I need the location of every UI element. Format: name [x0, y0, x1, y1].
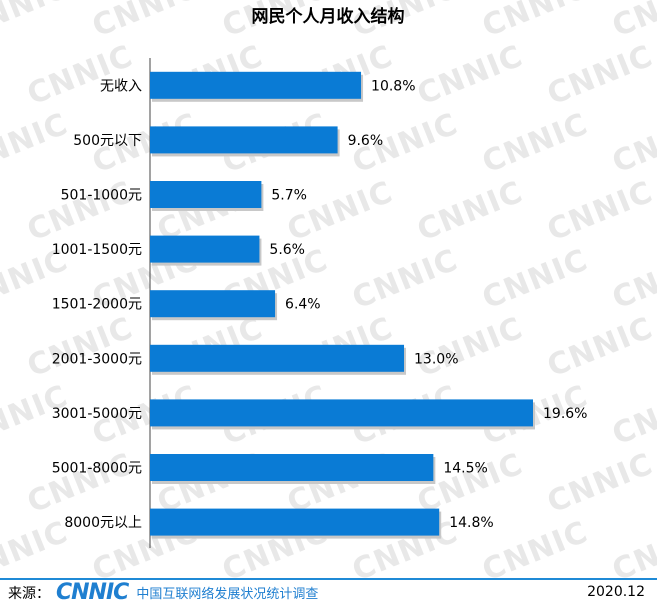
data-label: 14.5% [443, 461, 487, 477]
source-organization: 中国互联网络发展状况统计调查 [136, 587, 319, 602]
bar [150, 454, 434, 481]
data-label: 9.6% [348, 133, 384, 149]
bar [150, 71, 362, 99]
category-tick-label: 2001-3000元 [52, 351, 142, 367]
category-tick-label: 500元以下 [73, 133, 142, 149]
category-tick-label: 3001-5000元 [52, 406, 142, 422]
data-label: 5.6% [269, 242, 305, 258]
source-label: 来源： [8, 585, 50, 602]
category-tick-label: 501-1000元 [61, 188, 142, 204]
category-tick-label: 5001-8000元 [52, 461, 142, 477]
category-tick-label: 8000元以上 [64, 515, 142, 531]
bar [150, 399, 533, 427]
data-label: 10.8% [371, 78, 415, 94]
bar [150, 508, 440, 536]
category-tick-label: 无收入 [100, 78, 142, 94]
bar [150, 235, 260, 263]
bar-chart: 网民个人月收入结构 无收入 10.8% 500元以下 9.6% 501-1000元 5.7… [52, 6, 587, 548]
category-tick-label: 1001-1500元 [52, 242, 142, 258]
data-label: 6.4% [285, 297, 321, 313]
bar [150, 126, 338, 154]
category-tick-label: 1501-2000元 [52, 297, 142, 313]
bar [150, 181, 262, 208]
chart-title: 网民个人月收入结构 [252, 6, 405, 27]
data-label: 5.7% [271, 188, 307, 204]
data-label: 13.0% [414, 351, 458, 367]
report-date: 2020.12 [587, 584, 645, 600]
bar [150, 344, 405, 372]
footer: 来源： CNNIC 中国互联网络发展状况统计调查 2020.12 [0, 578, 657, 605]
data-label: 14.8% [449, 515, 493, 531]
cnnic-logo: CNNIC [56, 580, 129, 605]
data-label: 19.6% [543, 406, 587, 422]
bar [150, 290, 276, 318]
